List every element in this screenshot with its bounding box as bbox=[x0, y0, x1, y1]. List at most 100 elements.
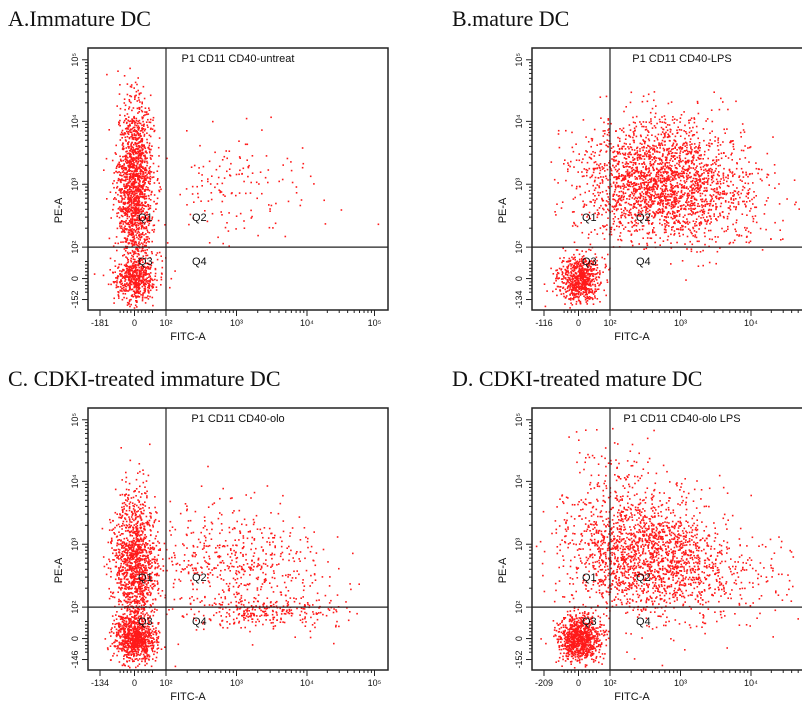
event-dot bbox=[694, 122, 696, 124]
event-dot bbox=[139, 236, 141, 238]
event-dot bbox=[692, 189, 694, 191]
event-dot bbox=[594, 162, 596, 164]
event-dot bbox=[691, 248, 693, 250]
event-dot bbox=[653, 100, 655, 102]
event-dot bbox=[624, 185, 626, 187]
event-dot bbox=[659, 237, 661, 239]
event-dot bbox=[602, 233, 604, 235]
event-dot bbox=[719, 165, 721, 167]
event-dot bbox=[109, 269, 111, 271]
event-dot bbox=[579, 261, 581, 263]
event-dot bbox=[667, 134, 669, 136]
event-dot bbox=[575, 285, 577, 287]
event-dot bbox=[201, 174, 203, 176]
event-dot bbox=[639, 178, 641, 180]
event-dot bbox=[142, 272, 144, 274]
event-dot bbox=[113, 302, 115, 304]
event-dot bbox=[740, 132, 742, 134]
event-dot bbox=[137, 173, 139, 175]
event-dot bbox=[671, 101, 673, 103]
event-dot bbox=[139, 137, 141, 139]
event-dot bbox=[585, 276, 587, 278]
event-dot bbox=[607, 123, 609, 125]
event-dot bbox=[713, 200, 715, 202]
event-dot bbox=[651, 147, 653, 149]
event-dot bbox=[129, 189, 131, 191]
event-dot bbox=[139, 141, 141, 143]
event-dot bbox=[127, 144, 129, 146]
event-dot bbox=[117, 186, 119, 188]
event-dot bbox=[676, 152, 678, 154]
event-dot bbox=[142, 206, 144, 208]
event-dot bbox=[679, 235, 681, 237]
event-dot bbox=[198, 197, 200, 199]
event-dot bbox=[586, 292, 588, 294]
event-dot bbox=[139, 122, 141, 124]
event-dot bbox=[687, 193, 689, 195]
event-dot bbox=[559, 286, 561, 288]
event-dot bbox=[631, 234, 633, 236]
event-dot bbox=[142, 277, 144, 279]
event-dot bbox=[589, 168, 591, 170]
event-dot bbox=[702, 158, 704, 160]
event-dot bbox=[669, 165, 671, 167]
event-dot bbox=[123, 211, 125, 213]
event-dot bbox=[660, 178, 662, 180]
event-dot bbox=[599, 207, 601, 209]
event-dot bbox=[128, 231, 130, 233]
event-dot bbox=[569, 307, 571, 309]
event-dot bbox=[594, 297, 596, 299]
event-dot bbox=[121, 288, 123, 290]
event-dot bbox=[134, 142, 136, 144]
event-dot bbox=[121, 280, 123, 282]
event-dot bbox=[572, 276, 574, 278]
event-dot bbox=[139, 179, 141, 181]
event-dot bbox=[657, 163, 659, 165]
event-dot bbox=[142, 232, 144, 234]
event-dot bbox=[675, 174, 677, 176]
event-dot bbox=[143, 181, 145, 183]
event-dot bbox=[109, 238, 111, 240]
event-dot bbox=[615, 169, 617, 171]
event-dot bbox=[235, 228, 237, 230]
event-dot bbox=[674, 165, 676, 167]
event-dot bbox=[282, 164, 284, 166]
event-dot bbox=[140, 294, 142, 296]
event-dot bbox=[599, 173, 601, 175]
event-dot bbox=[211, 192, 213, 194]
event-dot bbox=[135, 82, 137, 84]
event-dot bbox=[640, 183, 642, 185]
event-dot bbox=[656, 123, 658, 125]
event-dot bbox=[706, 187, 708, 189]
event-dot bbox=[113, 172, 115, 174]
event-dot bbox=[726, 181, 728, 183]
event-dot bbox=[132, 152, 134, 154]
event-dot bbox=[127, 285, 129, 287]
event-dot bbox=[124, 172, 126, 174]
event-dot bbox=[675, 172, 677, 174]
event-dot bbox=[614, 216, 616, 218]
event-dot bbox=[603, 135, 605, 137]
event-dot bbox=[643, 248, 645, 250]
event-dot bbox=[716, 159, 718, 161]
event-dot bbox=[134, 149, 136, 151]
event-dot bbox=[144, 146, 146, 148]
event-dot bbox=[125, 139, 127, 141]
event-dot bbox=[269, 208, 271, 210]
event-dot bbox=[141, 271, 143, 273]
event-dot bbox=[662, 153, 664, 155]
event-dot bbox=[565, 180, 567, 182]
event-dot bbox=[269, 227, 271, 229]
event-dot bbox=[126, 274, 128, 276]
event-dot bbox=[144, 289, 146, 291]
event-dot bbox=[266, 155, 268, 157]
event-dot bbox=[594, 181, 596, 183]
event-dot bbox=[590, 285, 592, 287]
event-dot bbox=[574, 262, 576, 264]
event-dot bbox=[129, 153, 131, 155]
event-dot bbox=[629, 231, 631, 233]
event-dot bbox=[137, 270, 139, 272]
event-dot bbox=[135, 197, 137, 199]
event-dot bbox=[704, 187, 706, 189]
event-dot bbox=[648, 94, 650, 96]
